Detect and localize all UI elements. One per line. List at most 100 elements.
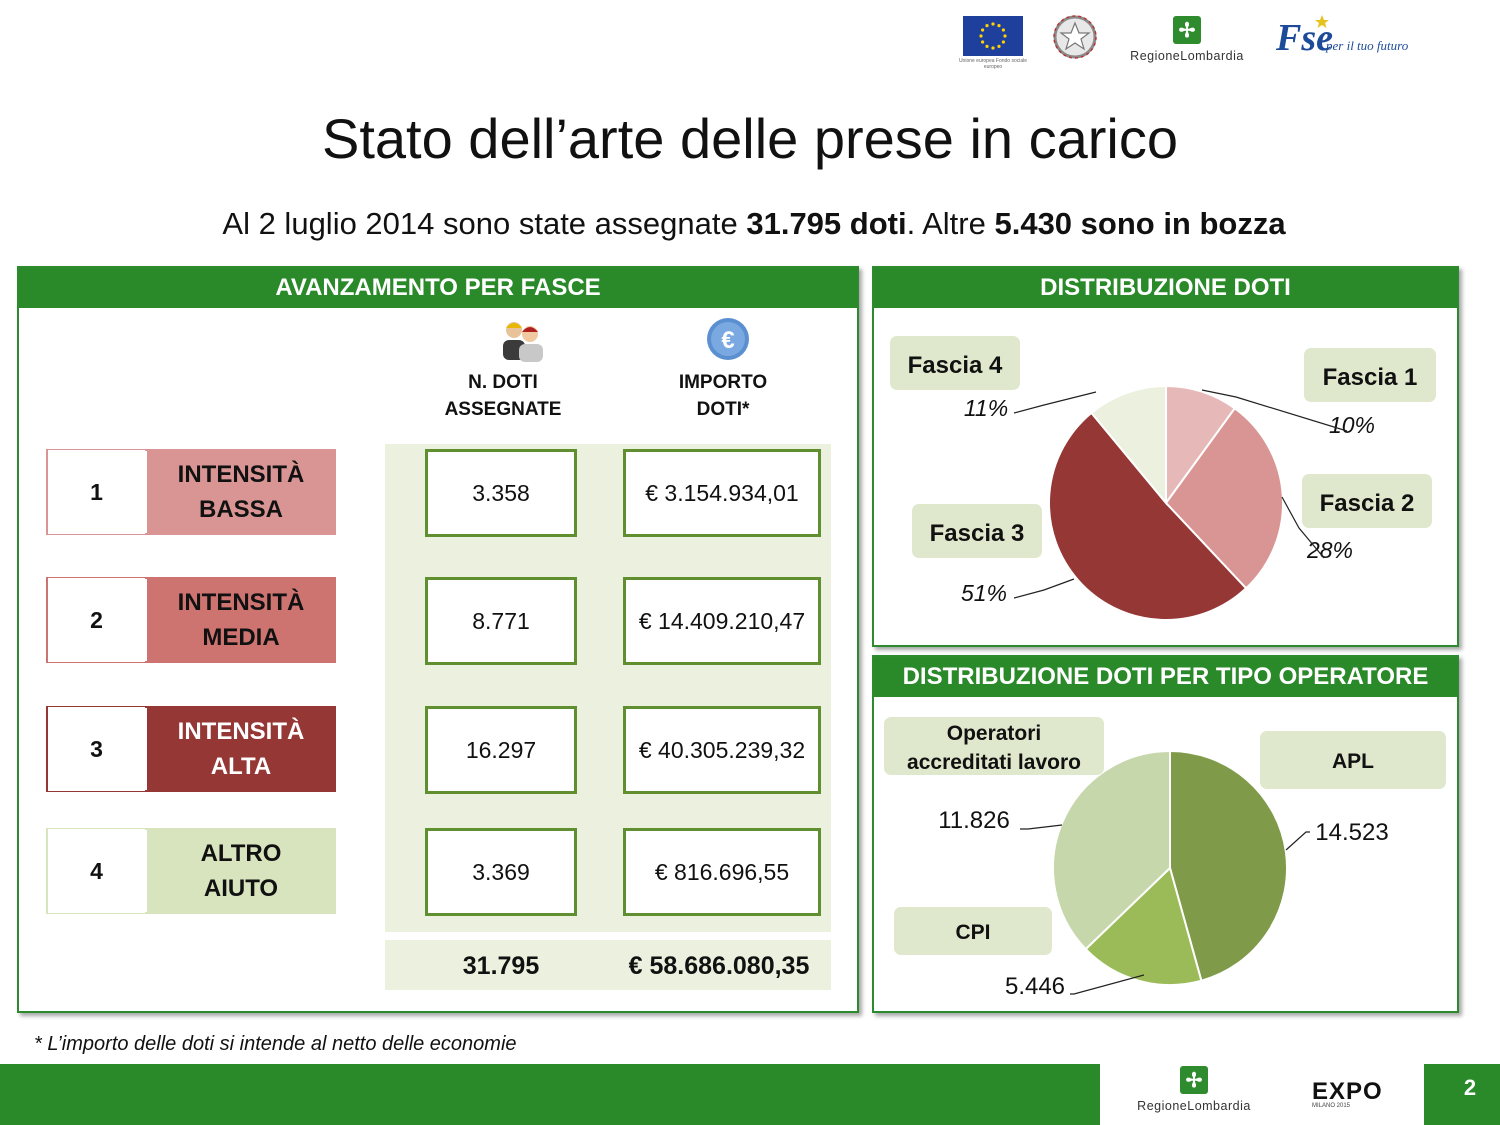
star-icon — [1315, 15, 1329, 28]
subtitle-part2: . Altre — [906, 206, 995, 241]
fascia-doti-value: 8.771 — [425, 577, 577, 665]
legend-box-cpi — [894, 907, 1052, 955]
col-importo-header-line2: DOTI* — [696, 399, 750, 420]
fascia-label-line2: AIUTO — [203, 875, 279, 902]
pie-slice-fascia-2 — [1164, 406, 1284, 590]
value-label: 51% — [961, 580, 1007, 606]
fascia-label-line2: ALTA — [210, 753, 272, 780]
fascia-label-line1: INTENSITÀ — [177, 461, 305, 488]
value-label: 14.523 — [1315, 819, 1388, 846]
tipo-operatore-panel: DISTRIBUZIONE DOTI PER TIPO OPERATORE AP… — [872, 655, 1459, 1013]
legend-label: APL — [1332, 750, 1374, 773]
footer-regione-logo: ✢ RegioneLombardia — [1124, 1066, 1264, 1113]
col-doti-header-line2: ASSEGNATE — [444, 399, 562, 420]
leader-line — [1281, 496, 1325, 559]
avanzamento-header: AVANZAMENTO PER FASCE — [19, 268, 857, 308]
page-subtitle: Al 2 luglio 2014 sono state assegnate 31… — [0, 206, 1500, 242]
value-label: 10% — [1329, 412, 1375, 438]
tipo-operatore-header: DISTRIBUZIONE DOTI PER TIPO OPERATORE — [874, 657, 1457, 697]
leader-line — [1285, 831, 1310, 851]
col-importo-header-line1: IMPORTO — [678, 372, 768, 393]
fascia-number: 1 — [48, 450, 145, 534]
fascia-label-line1: INTENSITÀ — [177, 718, 305, 745]
pie-slice-apl — [1169, 749, 1288, 982]
fascia-number: 3 — [48, 707, 145, 791]
lombardia-rose-icon: ✢ — [1173, 16, 1201, 44]
fascia-importo-value: € 3.154.934,01 — [623, 449, 821, 537]
footer-lombardia-rose-icon: ✢ — [1180, 1066, 1208, 1094]
distribuzione-panel: DISTRIBUZIONE DOTI Fascia 1 10% Fascia 2 28… — [872, 266, 1459, 647]
page-title: Stato dell’arte delle prese in carico — [321, 107, 1179, 170]
distribuzione-header: DISTRIBUZIONE DOTI — [874, 268, 1457, 308]
legend-box-operatori — [884, 717, 1104, 775]
fascia-label: INTENSITÀ ALTA — [147, 707, 335, 791]
fse-logo: Fse per il tuo futuro — [1270, 14, 1430, 64]
footnote: * L’importo delle doti si intende al net… — [34, 1033, 517, 1055]
footer-regione-text: RegioneLombardia — [1137, 1099, 1251, 1113]
footer-logo-area — [1100, 1064, 1424, 1125]
leader-line — [1020, 824, 1063, 830]
fascia-importo-value: € 14.409.210,47 — [623, 577, 821, 665]
leader-line — [1013, 578, 1075, 599]
value-label: 5.446 — [1005, 973, 1065, 1000]
fascia-label-line2: MEDIA — [202, 624, 280, 651]
legend-box-apl — [1260, 731, 1446, 789]
fascia-number: 2 — [48, 578, 145, 662]
pie-slice-operatori-accreditati-lavoro — [1052, 749, 1171, 951]
people-icon — [503, 322, 543, 362]
subtitle-bold1: 31.795 doti — [746, 206, 907, 241]
pie-slice-cpi — [1084, 866, 1203, 986]
fascia-label-line1: INTENSITÀ — [177, 589, 305, 616]
italian-emblem-logo — [1052, 14, 1098, 60]
pie-slice-fascia-4 — [1090, 384, 1167, 506]
eu-caption: Unione europea Fondo sociale europeo — [958, 58, 1028, 70]
legend-label: Fascia 2 — [1320, 490, 1415, 517]
regione-lombardia-logo: ✢ RegioneLombardia — [1120, 16, 1254, 66]
leader-line — [1013, 391, 1097, 414]
value-label: 11.826 — [938, 807, 1010, 834]
regione-lombardia-text: RegioneLombardia — [1130, 49, 1244, 63]
fse-tagline: per il tuo futuro — [1326, 38, 1409, 53]
page-number: 2 — [1463, 1075, 1477, 1100]
leader-line — [1201, 389, 1348, 432]
col-importo-header: IMPORTO DOTI* — [643, 369, 803, 423]
leader-line — [1070, 974, 1145, 995]
pie-chart-operatori: APL 14.523 CPI 5.446 Operatori accreditati la… — [884, 717, 1446, 1000]
fascia-label-line2: BASSA — [198, 496, 283, 523]
totals-background — [385, 940, 831, 990]
fascia-label-line1: ALTRO — [200, 840, 282, 867]
total-importo: € 58.686.080,35 — [628, 952, 810, 980]
fascia-label: INTENSITÀ MEDIA — [147, 578, 335, 662]
total-doti: 31.795 — [462, 952, 540, 980]
legend-box-fascia-4 — [890, 336, 1020, 390]
pie-chart-fasce: Fascia 1 10% Fascia 2 28% Fascia 3 51% Fascia … — [890, 336, 1436, 621]
fascia-importo-value: € 816.696,55 — [623, 828, 821, 916]
eu-flag-logo — [963, 16, 1023, 56]
fascia-importo-value: € 40.305.239,32 — [623, 706, 821, 794]
legend-box-fascia-2 — [1302, 474, 1432, 528]
euro-coin-icon: € — [707, 318, 749, 360]
expo-logo: EXPO — [1312, 1078, 1383, 1105]
pie-slice-fascia-3 — [1048, 411, 1248, 621]
expo-subtitle: MILANO 2015 — [1312, 1103, 1351, 1109]
legend-label: Fascia 4 — [908, 352, 1003, 379]
legend-label: Fascia 3 — [930, 520, 1025, 547]
legend-label: Fascia 1 — [1323, 364, 1418, 391]
avanzamento-panel: AVANZAMENTO PER FASCE € N. DOTI ASSEGNAT… — [17, 266, 859, 1013]
value-label: 28% — [1306, 537, 1353, 563]
legend-label-line1: Operatori — [947, 722, 1042, 745]
fascia-number: 4 — [48, 829, 145, 913]
legend-label: CPI — [955, 921, 990, 944]
legend-box-fascia-3 — [912, 504, 1042, 558]
legend-box-fascia-1 — [1304, 348, 1436, 402]
legend-label-line2: accreditati lavoro — [907, 751, 1081, 774]
pie-slice-fascia-1 — [1165, 384, 1237, 507]
subtitle-bold2: 5.430 sono in bozza — [994, 206, 1286, 241]
subtitle-part1: Al 2 luglio 2014 sono state assegnate — [222, 206, 747, 241]
col-doti-header: N. DOTI ASSEGNATE — [423, 369, 583, 423]
fascia-doti-value: 16.297 — [425, 706, 577, 794]
fascia-label: ALTRO AIUTO — [147, 829, 335, 913]
fascia-doti-value: 3.369 — [425, 828, 577, 916]
euro-symbol: € — [721, 327, 734, 354]
value-label: 11% — [964, 395, 1008, 421]
